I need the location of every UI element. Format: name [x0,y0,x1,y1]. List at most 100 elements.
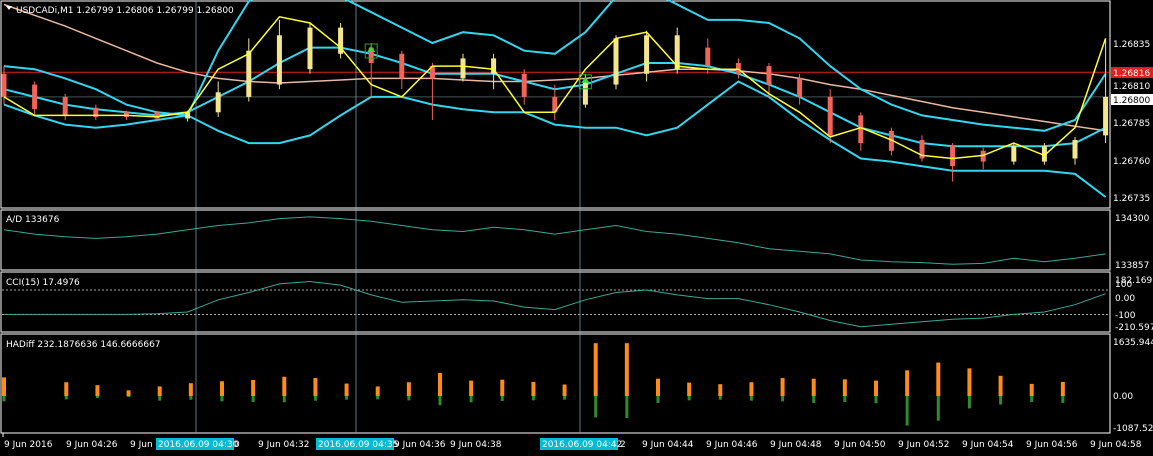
time-label: 9 Jun 04:48 [770,440,822,450]
candle-body [460,58,466,79]
candle-body [919,140,925,159]
time-label: 9 Jun 04:26 [66,440,118,450]
price-panel[interactable]: USDCADi,M1 1.26799 1.26806 1.26799 1.268… [0,0,1111,209]
hadiff-title: HADiff 232.1876636 146.6666667 [6,340,161,350]
hadiff-bar-up [126,390,131,396]
hadiff-bar-up [282,376,287,396]
hadiff-bar-down [563,396,567,400]
ad-title: A/D 133676 [6,215,60,225]
price-label: 1.26810 [1113,82,1150,92]
candle-body [705,47,711,67]
triangle-down-icon[interactable] [6,6,12,10]
crosshair-lines [195,1,581,433]
candle-body [154,112,160,119]
time-label: 9 Jun 04:38 [450,440,502,450]
time-axis: 9 Jun 2016 9 Jun 04:26 9 Jun 2016.06.09 … [2,433,1142,450]
hadiff-bar-down [656,396,660,403]
candle-body [950,146,956,167]
hadiff-bar-up [1029,383,1034,396]
red-price-tag-text: 1.26816 [1113,69,1150,79]
hadiff-bar-up [220,381,224,396]
hadiff-bar-down [999,396,1003,405]
current-price-tag-text: 1.26800 [1113,96,1150,106]
hadiff-bar-up [842,379,847,396]
ad-axis-label: 133857 [1115,261,1149,271]
hadiff-bar-down [936,396,940,421]
hadiff-bar-up [811,378,816,396]
hadiff-bar-up [749,382,754,396]
fast-ma-line [3,15,1107,160]
time-label: 9 Jun 04:58 [1090,440,1142,450]
candle-body [338,27,344,54]
hadiff-bar-up [905,370,910,396]
hadiff-bar-down [625,396,629,419]
cci-axis-label: -100 [1115,311,1136,321]
candle-body [399,53,405,79]
candle-body [674,35,680,70]
hadiff-bar-down [905,396,909,426]
hadiff-bar-up [251,379,256,396]
hadiff-bar-up [967,368,972,396]
hadiff-panel[interactable]: HADiff 232.1876636 146.6666667 [0,333,1111,434]
hadiff-bar-down [1061,396,1065,403]
hadiff-bar-down [95,396,99,399]
cci-line [4,280,1106,328]
hadiff-bar-down [874,396,878,404]
hadiff-bar-down [687,396,691,401]
cci-panel[interactable]: CCI(15) 17.4976 [0,271,1111,333]
hadiff-bar-up [998,375,1003,396]
hadiff-bar-up [157,386,162,396]
slow-ma-line [3,3,1106,132]
candle-body [858,115,864,144]
candle-body [797,78,803,97]
time-label-suffix: 2 [620,440,626,450]
candle-body [521,73,527,97]
hadiff-bar-down [749,396,753,401]
ad-panel[interactable]: A/D 133676 [0,209,1111,271]
time-label: 9 Jun 04:32 [258,440,309,450]
candle-body [307,27,313,70]
price-label: 1.26760 [1113,157,1150,167]
cci-title: CCI(15) 17.4976 [6,278,80,288]
hadiff-bar-up [64,382,69,396]
time-highlight-text: 2016.06.09 04:30 [158,440,239,450]
hadiff-bar-up [344,383,349,396]
hadiff-bar-down [438,396,442,406]
hadiff-bar-down [1030,396,1034,402]
hadiff-bar-up [624,343,629,396]
candle-body [368,47,374,64]
candle-body [185,112,191,119]
candle-body [582,81,588,105]
candle-body [429,66,435,79]
time-label: 9 Jun 04:52 [898,440,949,450]
hadiff-bar-down [967,396,971,409]
hadiff-bar-down [220,396,224,402]
signal-arrow-icon [367,46,376,52]
hadiff-bar-down [189,396,193,400]
signal-box [578,74,592,90]
hadiff-bar-up [95,385,100,396]
candle-body [1011,146,1017,162]
hadiff-bar-up [593,343,598,396]
hadiff-bar-down [251,396,255,402]
time-label: 9 Jun 04:46 [706,440,758,450]
hadiff-bar-up [874,380,878,396]
time-label: 9 Jun 04:50 [834,440,886,450]
hadiff-bar-down [313,396,317,401]
candle-body [62,96,68,116]
ad-axis-label: 134300 [1115,214,1150,224]
hadiff-bar-down [345,396,349,400]
candle-body [93,107,99,117]
candle-body [246,50,252,97]
candle-body [32,84,38,110]
hadiff-bar-up [718,384,723,396]
red-price-tag [1111,67,1153,78]
candle-body [827,96,833,136]
hadiff-bar-up [469,380,474,396]
ad-panel-frame [0,209,1111,271]
hadiff-bar-down [594,396,598,418]
hadiff-bar-up [375,386,380,396]
hadiff-bar-up [406,382,411,396]
